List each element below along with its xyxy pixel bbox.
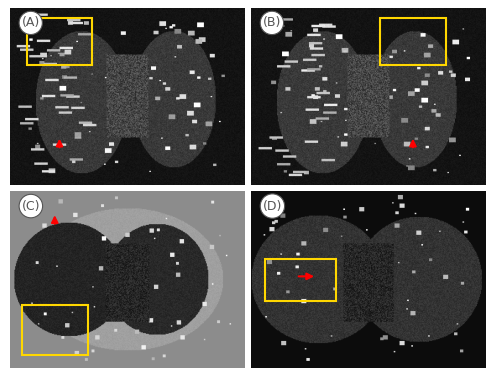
Text: (A): (A)	[22, 17, 40, 29]
Bar	[265, 259, 336, 301]
Text: (C): (C)	[22, 200, 40, 212]
Bar	[27, 18, 92, 65]
Bar	[380, 18, 446, 65]
Bar	[22, 305, 88, 355]
Text: (B): (B)	[263, 17, 281, 29]
Text: (D): (D)	[263, 200, 282, 212]
